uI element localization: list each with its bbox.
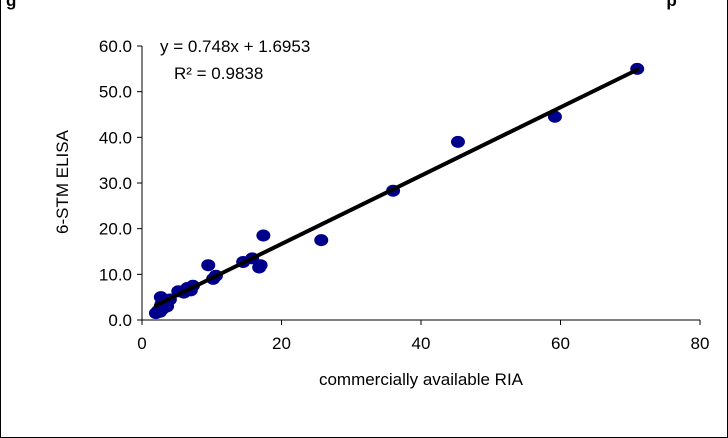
y-axis-label: 6-STM ELISA (53, 129, 72, 234)
x-axis-label: commercially available RIA (319, 370, 524, 389)
axes (141, 46, 700, 321)
x-tick-label: 80 (691, 334, 710, 353)
x-tick-label: 0 (137, 334, 146, 353)
y-tick-label: 60.0 (99, 37, 132, 56)
data-point (201, 259, 216, 272)
trendline-group (153, 67, 640, 308)
data-point (253, 259, 268, 272)
y-tick-label: 20.0 (99, 220, 132, 239)
ticks: 0 20 40 60 80 0.0 10.0 20.0 30.0 40.0 50.0 60.0 (99, 37, 710, 353)
y-tick-label: 10.0 (99, 265, 132, 284)
x-tick-label: 40 (412, 334, 431, 353)
y-tick-label: 30.0 (99, 174, 132, 193)
data-point (314, 234, 329, 247)
y-tick-label: 0.0 (108, 311, 132, 330)
y-tick-label: 50.0 (99, 83, 132, 102)
y-tick-label: 40.0 (99, 128, 132, 147)
trendline (153, 67, 640, 308)
data-point (256, 229, 271, 242)
trendline-r2: R² = 0.9838 (174, 64, 263, 83)
x-tick-label: 60 (551, 334, 570, 353)
x-tick-label: 20 (272, 334, 291, 353)
data-point (450, 135, 465, 148)
title-fragment-left: g (6, 0, 17, 10)
trendline-equation: y = 0.748x + 1.6953 (160, 37, 310, 56)
title-fragment-right: p (666, 0, 677, 10)
